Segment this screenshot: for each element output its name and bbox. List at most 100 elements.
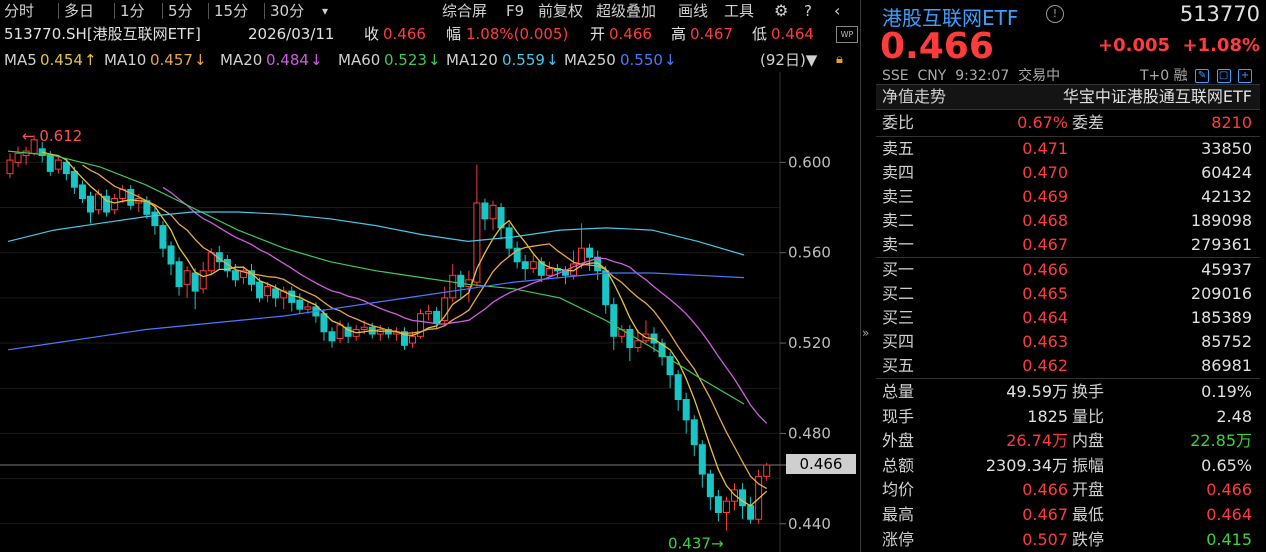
ma-label: MA60 xyxy=(338,51,381,69)
quote-time: 9:32:07 xyxy=(955,68,1010,84)
period-dropdown-icon[interactable]: ▾ xyxy=(322,4,329,18)
y-tick-label: 0.600 xyxy=(788,153,831,171)
candlestick-plot[interactable]: 0.600 0.560 0.520 0.480 0.440 ← 0.612 0.437→ xyxy=(0,72,860,552)
margin-flag: 融 xyxy=(1173,68,1188,84)
order-book-row[interactable]: 卖四 0.470 60424 xyxy=(876,161,1260,185)
amp-value: 1.08%(0.005) xyxy=(466,25,569,43)
candle-body xyxy=(264,286,272,297)
book-price: 0.467 xyxy=(1022,235,1068,254)
candle-body xyxy=(473,202,481,283)
candle-body xyxy=(6,159,14,175)
trading-status: 交易中 xyxy=(1018,68,1061,84)
fund-name: 华宝中证港股通互联网ETF xyxy=(1062,87,1252,106)
ma-arrow: ↓ xyxy=(194,51,207,69)
order-book-row[interactable]: 买一 0.466 45937 xyxy=(876,258,1260,282)
period-tab[interactable]: 5分 xyxy=(168,2,193,20)
book-volume: 33850 xyxy=(1201,139,1252,158)
book-level-label: 卖一 xyxy=(882,235,915,254)
book-level-label: 卖三 xyxy=(882,187,915,206)
toolbar-tool-button[interactable]: 画线 xyxy=(678,2,709,20)
order-book-row[interactable]: 买四 0.463 85752 xyxy=(876,330,1260,354)
toolbar-tool-button[interactable]: 工具 xyxy=(724,2,755,20)
candle-body xyxy=(763,464,771,477)
toolbar-tool-button[interactable]: F9 xyxy=(506,2,525,20)
order-book-row[interactable]: 买五 0.462 86981 xyxy=(876,354,1260,378)
add-icon[interactable]: + xyxy=(1238,69,1253,83)
candle-body xyxy=(441,297,449,321)
order-book-row[interactable]: 卖一 0.467 279361 xyxy=(876,233,1260,257)
last-price-tag: 0.466 xyxy=(786,454,856,474)
low-value: 0.464 xyxy=(771,25,814,43)
market-code: SSE xyxy=(882,68,909,84)
weibi-value: 0.67% xyxy=(1017,113,1068,132)
candle-body xyxy=(682,399,690,421)
candle-body xyxy=(231,270,239,281)
candle-body xyxy=(336,324,344,340)
ma-label: MA250 xyxy=(564,51,616,69)
open-label: 开 xyxy=(590,25,606,43)
price-change-pct: +1.08% xyxy=(1182,35,1260,56)
weicha-value: 8210 xyxy=(1211,113,1252,132)
book-volume: 209016 xyxy=(1190,284,1252,303)
high-marker: ← 0.612 xyxy=(22,127,82,145)
candle-body xyxy=(207,252,215,272)
book-level-label: 卖五 xyxy=(882,139,915,158)
kline-chart-area[interactable]: 分时 多日 1分 5分 15分 30分 ▾ 综合屏 F9 前复权 超级叠加 画线 工具 ⚙? ‹ 51377… xyxy=(0,0,860,552)
back-icon[interactable]: ‹ xyxy=(834,1,841,20)
candle-body xyxy=(360,326,368,331)
candle-body xyxy=(199,270,207,290)
range-selector[interactable]: (92日)▼ xyxy=(760,51,818,69)
security-title: 港股互联网ETF xyxy=(882,6,1019,30)
period-tab[interactable]: 1分 xyxy=(120,2,145,20)
book-volume: 86981 xyxy=(1201,356,1252,375)
nav-label: 净值走势 xyxy=(882,87,947,106)
book-level-label: 买五 xyxy=(882,356,915,375)
toolbar-tool-button[interactable]: 前复权 xyxy=(538,2,584,20)
book-price: 0.465 xyxy=(1022,284,1068,303)
candle-body xyxy=(433,310,441,324)
help-icon[interactable]: ? xyxy=(804,2,812,20)
period-tab[interactable]: 多日 xyxy=(64,2,95,20)
info-icon[interactable]: ! xyxy=(1046,5,1064,23)
lock-icon[interactable]: 🔒︎ xyxy=(836,52,843,67)
order-book-row[interactable]: 卖二 0.468 189098 xyxy=(876,209,1260,233)
wp-icon[interactable]: WP xyxy=(836,26,858,43)
nav-row[interactable]: 净值走势 华宝中证港股通互联网ETF xyxy=(876,85,1260,109)
bar-date: 2026/03/11 xyxy=(248,25,335,43)
stat-value: 1825 xyxy=(1027,406,1068,426)
candle-body xyxy=(594,256,602,272)
market-status-line: SSE CNY 9:32:07 交易中 xyxy=(882,65,1060,85)
stat-value: 0.415 xyxy=(1206,529,1252,549)
period-tab[interactable]: 30分 xyxy=(270,2,305,20)
book-level-label: 买三 xyxy=(882,308,915,327)
ma-arrow: ↓ xyxy=(664,51,677,69)
stats-row: 均价 0.466 开盘 0.466 xyxy=(876,478,1260,502)
period-tab[interactable]: 分时 xyxy=(4,2,35,20)
grid-lines xyxy=(0,161,780,525)
collapse-arrow-icon[interactable]: » xyxy=(862,326,870,340)
candle-body xyxy=(272,288,280,299)
order-book-row[interactable]: 卖三 0.469 42132 xyxy=(876,185,1260,209)
order-book-row[interactable]: 买二 0.465 209016 xyxy=(876,282,1260,306)
edit-icon[interactable]: ✎ xyxy=(1195,69,1210,83)
ma-value: 0.454 xyxy=(40,51,83,69)
ma-value: 0.457 xyxy=(150,51,193,69)
close-label: 收 xyxy=(364,25,380,43)
toolbar-tool-button[interactable]: 综合屏 xyxy=(442,2,488,20)
candle-body xyxy=(54,159,62,170)
stat-label: 最高 xyxy=(882,505,915,524)
stat-label: 现手 xyxy=(882,406,915,426)
candle-body xyxy=(400,331,408,346)
book-price: 0.468 xyxy=(1022,211,1068,230)
stat-value: 49.59万 xyxy=(1006,382,1068,401)
stat-value: 0.19% xyxy=(1201,382,1252,401)
period-tab[interactable]: 15分 xyxy=(214,2,249,20)
toolbar-tool-button[interactable]: 超级叠加 xyxy=(596,2,657,20)
order-book-row[interactable]: 卖五 0.471 33850 xyxy=(876,137,1260,161)
open-value: 0.466 xyxy=(609,25,652,43)
window-icon[interactable]: ▢ xyxy=(1216,69,1231,83)
panel-divider[interactable] xyxy=(860,0,861,552)
t-plus-flag: T+0 xyxy=(1140,68,1170,84)
gear-icon[interactable]: ⚙ xyxy=(774,1,789,20)
order-book-row[interactable]: 买三 0.464 185389 xyxy=(876,306,1260,330)
